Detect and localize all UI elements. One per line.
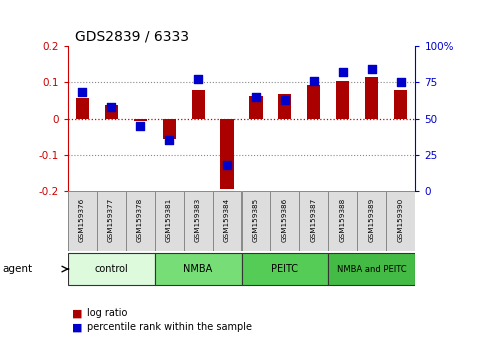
Bar [155, 253, 242, 285]
Bar [299, 191, 328, 251]
Point [136, 123, 144, 129]
Bar [395, 90, 408, 119]
Bar [97, 191, 126, 251]
Bar [68, 191, 97, 251]
Point [78, 90, 86, 95]
Text: ■: ■ [72, 322, 83, 332]
Text: control: control [94, 264, 128, 274]
Text: percentile rank within the sample: percentile rank within the sample [87, 322, 252, 332]
Text: GSM159384: GSM159384 [224, 198, 230, 242]
Point [223, 162, 231, 168]
Point [252, 94, 260, 99]
Point [107, 104, 115, 110]
Bar [357, 191, 386, 251]
Text: GSM159377: GSM159377 [108, 198, 114, 242]
Bar [242, 253, 328, 285]
Bar [68, 253, 155, 285]
Bar [270, 191, 299, 251]
Text: GSM159389: GSM159389 [369, 198, 375, 242]
Text: GSM159378: GSM159378 [137, 198, 143, 242]
Bar [242, 191, 270, 251]
Point [310, 78, 318, 84]
Text: NMBA and PEITC: NMBA and PEITC [337, 264, 407, 274]
Bar [279, 94, 292, 119]
Text: PEITC: PEITC [271, 264, 298, 274]
Text: GSM159388: GSM159388 [340, 198, 346, 242]
Bar [308, 85, 321, 119]
Text: GSM159383: GSM159383 [195, 198, 201, 242]
Text: GSM159387: GSM159387 [311, 198, 317, 242]
Point [165, 137, 173, 143]
Point [339, 69, 347, 75]
Point [368, 67, 376, 72]
Bar [76, 98, 89, 119]
Bar [192, 90, 205, 119]
Text: GSM159381: GSM159381 [166, 198, 172, 242]
Point [281, 97, 289, 103]
Text: log ratio: log ratio [87, 308, 128, 318]
Text: GSM159376: GSM159376 [79, 198, 85, 242]
Bar [221, 119, 234, 189]
Bar [250, 96, 263, 119]
Text: ■: ■ [72, 308, 83, 318]
Text: GSM159385: GSM159385 [253, 198, 259, 242]
Bar [213, 191, 242, 251]
Bar [155, 191, 184, 251]
Bar [134, 119, 147, 121]
Bar [328, 253, 415, 285]
Bar [328, 191, 357, 251]
Bar [366, 77, 379, 119]
Text: agent: agent [2, 264, 32, 274]
Text: GSM159390: GSM159390 [398, 198, 404, 242]
Bar [337, 81, 350, 119]
Bar [386, 191, 415, 251]
Bar [126, 191, 155, 251]
Bar [105, 105, 118, 119]
Point [397, 79, 405, 85]
Point [194, 76, 202, 82]
Text: GDS2839 / 6333: GDS2839 / 6333 [74, 29, 188, 44]
Bar [163, 119, 176, 138]
Text: NMBA: NMBA [184, 264, 213, 274]
Text: GSM159386: GSM159386 [282, 198, 288, 242]
Bar [184, 191, 213, 251]
